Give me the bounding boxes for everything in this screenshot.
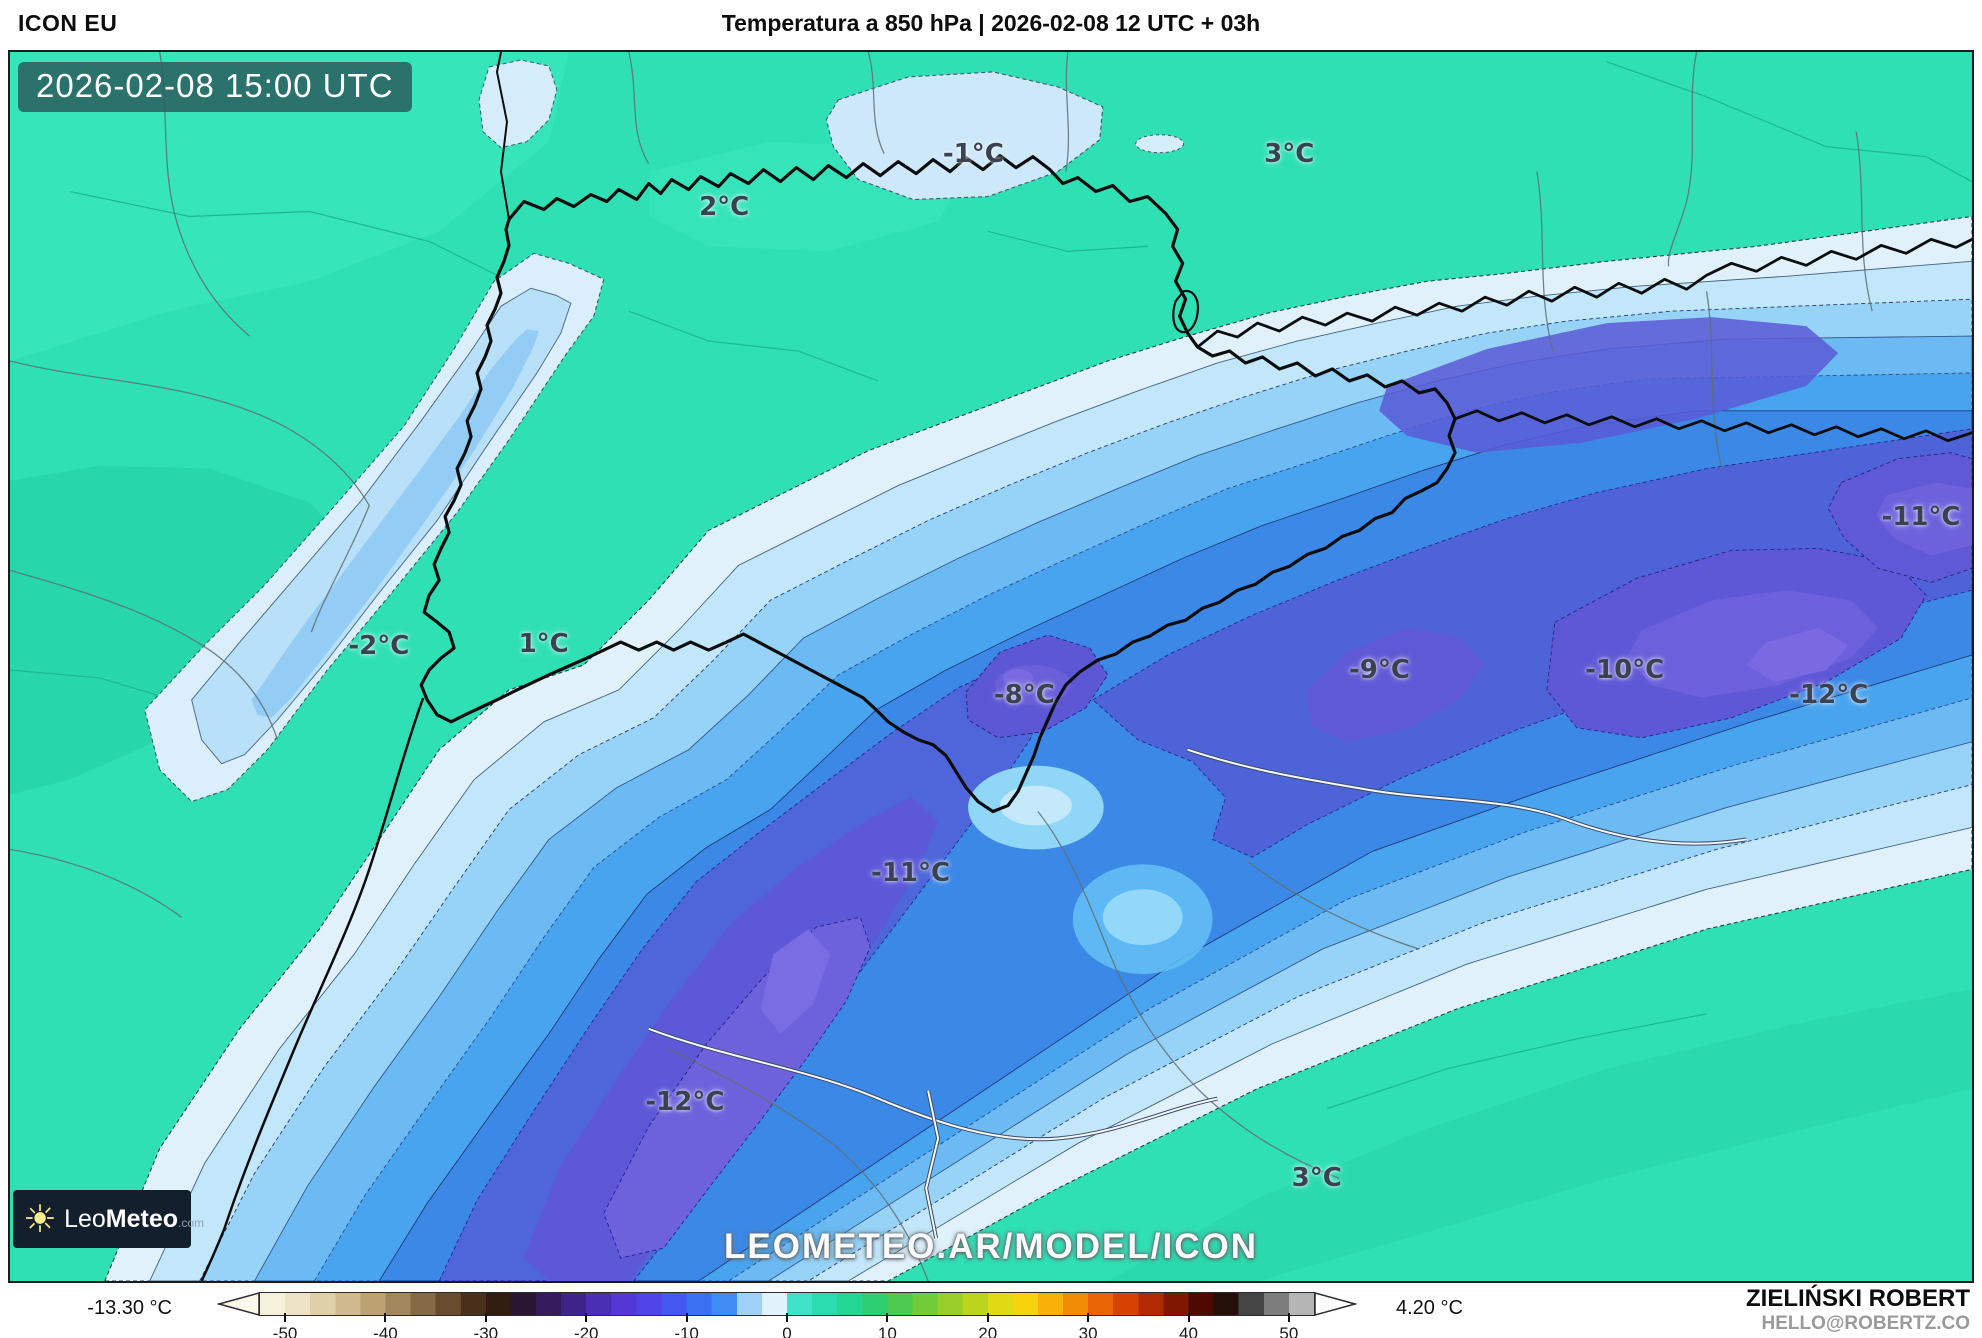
colorbar-tick-label: -40 <box>373 1324 398 1338</box>
colorbar-tick-mark <box>986 1313 989 1322</box>
colorbar-max-label: 4.20 °C <box>1396 1297 1463 1319</box>
colorbar-tick-mark <box>685 1313 688 1322</box>
colorbar-tick-label: -20 <box>573 1324 599 1338</box>
page-title: Temperatura a 850 hPa | 2026-02-08 12 UT… <box>721 10 1261 36</box>
temp-label: -11°C <box>871 857 951 888</box>
colorbar-tick-mark <box>1087 1313 1090 1322</box>
temp-label: -11°C <box>1881 501 1961 532</box>
logo-text: LeoMeteo.com <box>64 1204 205 1233</box>
colorbar-tick-mark <box>585 1313 588 1322</box>
leometeo-logo: ☀ LeoMeteo.com <box>13 1190 204 1248</box>
colorbar-min-label: -13.30 °C <box>87 1297 172 1319</box>
colorbar-tick-label: -10 <box>674 1324 699 1338</box>
admin-borders <box>10 52 1873 1281</box>
author-email: HELLO@ROBERTZ.CO <box>1761 1313 1970 1335</box>
colorbar-tick-mark <box>484 1313 487 1322</box>
watermark: LEOMETEO.AR/MODEL/ICON <box>724 1227 1258 1266</box>
colorbar-gradient: -50 -40 -30 -20 -10 0 10 20 30 40 50 <box>259 1292 1315 1338</box>
footer: -13.30 °C -50 -40 -30 -20 -10 0 10 20 30 40 50 4.2… <box>0 1283 1982 1338</box>
author-name: ZIELIŃSKI ROBERT <box>1745 1285 1970 1312</box>
colorbar-tick-mark <box>786 1313 788 1322</box>
temp-label: 3°C <box>1264 139 1315 169</box>
white-cased-borders <box>647 747 1747 1239</box>
colorbar-tick-mark <box>886 1313 889 1322</box>
colorbar-right-arrow <box>1315 1292 1357 1316</box>
temp-label: 1°C <box>518 629 569 660</box>
colorbar-left-arrow <box>217 1292 259 1316</box>
timestamp-overlay: 2026-02-08 15:00 UTC <box>18 62 412 112</box>
colorbar-tick-mark <box>284 1313 287 1322</box>
header: ICON EU Temperatura a 850 hPa | 2026-02-… <box>0 0 1982 50</box>
credits: ZIELIŃSKI ROBERT HELLO@ROBERTZ.CO <box>1746 1286 1970 1334</box>
colorbar-tick-label: -50 <box>272 1324 298 1338</box>
temp-label: -10°C <box>1585 655 1665 686</box>
colorbar-tick-mark <box>1187 1313 1190 1322</box>
temp-label: -8°C <box>993 679 1055 710</box>
temp-label: -12°C <box>645 1086 725 1117</box>
colorbar-tick-label: 30 <box>1078 1324 1098 1338</box>
warm-sector-blobs <box>478 59 1185 201</box>
sun-icon: ☀ <box>23 1197 58 1241</box>
colorbar-tick-label: 50 <box>1279 1324 1299 1338</box>
temperature-contour-map <box>10 52 1972 1281</box>
colorbar-tick-mark <box>384 1313 387 1322</box>
map-canvas: 2026-02-08 15:00 UTC 2°C -1°C 3°C -2°C 1°C -8… <box>8 50 1974 1283</box>
temp-label: 3°C <box>1291 1162 1342 1193</box>
colorbar-tick-label: 10 <box>877 1324 897 1338</box>
colorbar-tick-label: -30 <box>473 1324 499 1338</box>
model-name: ICON EU <box>18 10 118 36</box>
temp-label: -12°C <box>1789 679 1869 710</box>
green-regions <box>10 52 1972 1281</box>
colorbar-tick-label: 20 <box>978 1324 998 1338</box>
colorbar-tick-label: 40 <box>1179 1324 1198 1338</box>
colorbar-tick-mark <box>1287 1313 1290 1322</box>
colorbar: -50 -40 -30 -20 -10 0 10 20 30 40 50 <box>217 1292 1357 1338</box>
colorbar-tick-label: 0 <box>782 1324 792 1338</box>
temp-label: 2°C <box>699 191 750 222</box>
temp-label: -9°C <box>1348 655 1410 686</box>
country-borders <box>200 52 1972 1281</box>
temp-label: -1°C <box>942 139 1004 169</box>
temp-label: -2°C <box>348 630 410 661</box>
